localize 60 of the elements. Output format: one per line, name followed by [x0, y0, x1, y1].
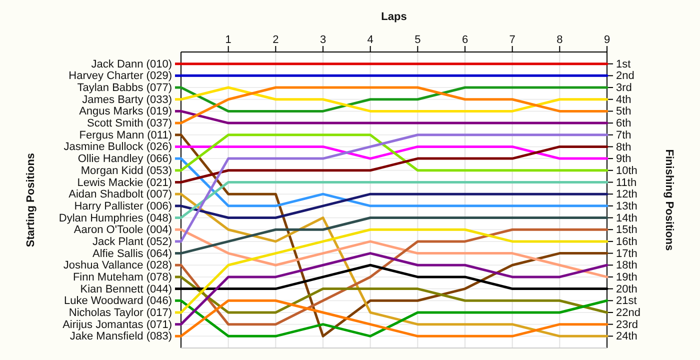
legend-label: Kian Bennett (044) [80, 283, 172, 296]
legend-label: Luke Woodward (046) [64, 295, 172, 308]
y-tick-label: 20th [616, 283, 638, 296]
y-tick-label: 3rd [616, 82, 632, 94]
legend-label: Scott Smith (037) [87, 118, 172, 130]
y-tick-label: 16th [616, 236, 638, 248]
x-tick-label: 6 [462, 34, 468, 46]
x-tick-label: 9 [604, 34, 610, 46]
legend-label: Nicholas Taylor (017) [68, 307, 172, 319]
y-tick-label: 12th [616, 188, 638, 201]
x-tick-label: 4 [367, 34, 374, 46]
y-tick-label: 13th [616, 200, 638, 212]
legend-label: Jasmine Bullock (026) [64, 141, 172, 154]
legend-label: Dylan Humphries (048) [58, 212, 172, 224]
legend-label: Fergus Mann (011) [79, 129, 172, 142]
y-tick-label: 2nd [616, 70, 634, 82]
legend-label: Aaron O'Toole (004) [74, 224, 172, 236]
legend-label: Harvey Charter (029) [68, 70, 172, 82]
legend-label: Morgan Kidd (053) [80, 164, 172, 177]
legend-label: Harry Pallister (006) [74, 200, 172, 212]
y-tick-label: 7th [616, 129, 632, 142]
y-tick-label: 24th [616, 330, 638, 343]
y-tick-label: 6th [616, 118, 632, 130]
y-tick-label: 1st [616, 58, 631, 70]
legend-label: Angus Marks (019) [79, 106, 172, 118]
legend-label: James Barty (033) [82, 94, 172, 106]
legend-label: Finn Muteham (078) [72, 271, 172, 284]
x-tick-label: 7 [509, 34, 516, 46]
legend-label: Lewis Mackie (021) [77, 176, 172, 189]
y-tick-label: 19th [616, 271, 638, 284]
x-tick-label: 2 [272, 34, 279, 46]
y-tick-label: 17th [616, 248, 638, 260]
y-tick-label: 5th [616, 106, 632, 118]
legend-label: Jake Mansfield (083) [70, 330, 172, 343]
legend-title: Starting Positions [25, 152, 37, 248]
x-axis-title: Laps [381, 11, 407, 23]
legend-label: Jack Dann (010) [91, 58, 172, 70]
x-tick-label: 8 [556, 34, 563, 46]
legend-label: Joshua Vallance (028) [63, 260, 172, 272]
y-tick-label: 8th [616, 141, 632, 154]
y-tick-label: 21st [616, 295, 637, 308]
y-tick-label: 9th [616, 153, 632, 166]
y-tick-label: 23rd [616, 318, 638, 331]
y-tick-label: 11th [616, 176, 637, 189]
y-tick-label: 15th [616, 224, 638, 236]
y-tick-label: 4th [616, 94, 632, 106]
y-tick-label: 18th [616, 260, 638, 272]
y-axis-title: Finishing Positions [663, 149, 675, 251]
legend-label: Taylan Babbs (077) [77, 82, 172, 94]
x-tick-label: 3 [320, 34, 326, 46]
x-tick-label: 5 [414, 34, 421, 46]
legend-label: Aidan Shadbolt (007) [68, 188, 172, 201]
legend-label: Airijus Jomantas (071) [62, 318, 172, 331]
y-tick-label: 22nd [616, 307, 640, 319]
legend-label: Alfie Sallis (064) [92, 248, 172, 260]
x-tick-label: 1 [225, 34, 232, 46]
legend-label: Jack Plant (052) [92, 236, 172, 248]
y-tick-label: 14th [616, 212, 638, 224]
y-tick-label: 10th [616, 164, 638, 177]
legend-label: Ollie Handley (066) [78, 153, 172, 166]
